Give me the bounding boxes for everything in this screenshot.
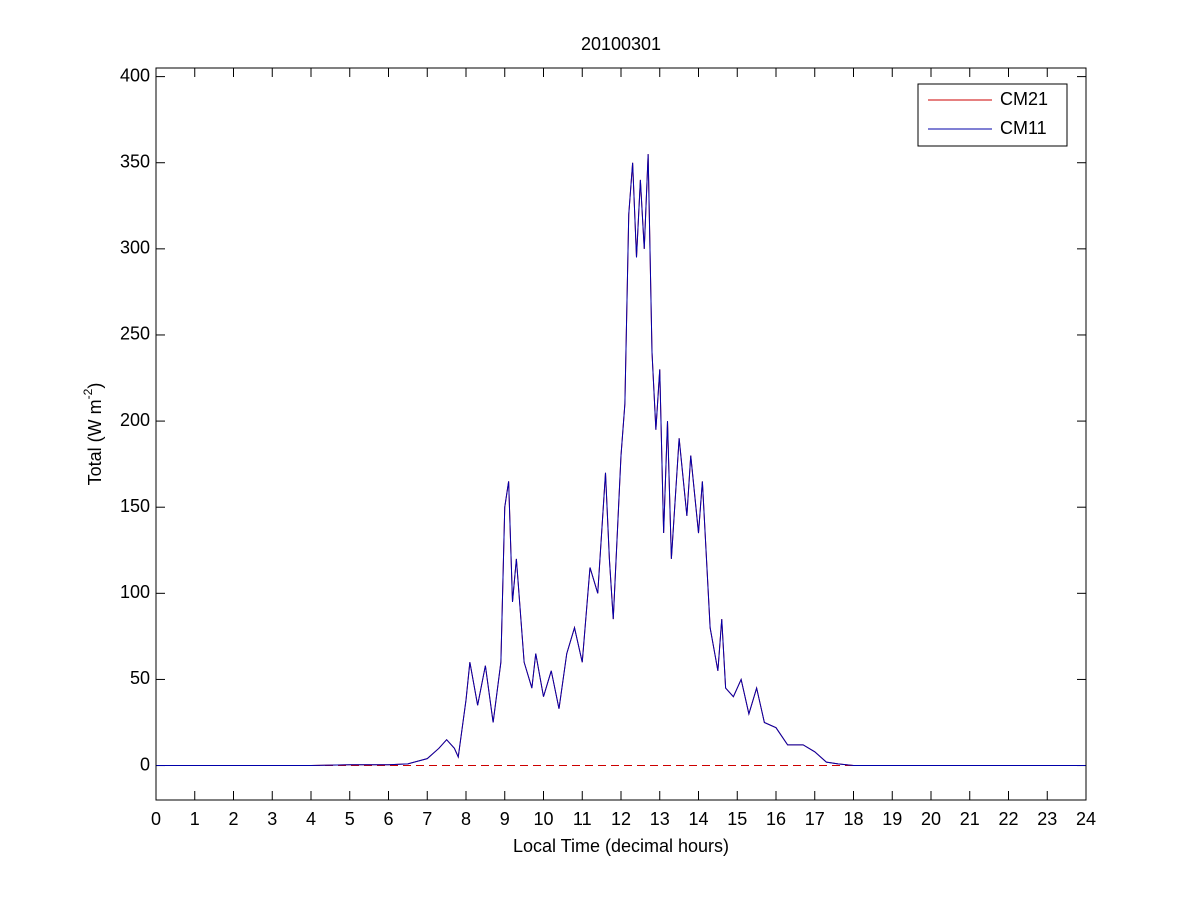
x-tick-label: 9: [500, 809, 510, 829]
x-axis-label: Local Time (decimal hours): [513, 836, 729, 856]
legend-label: CM21: [1000, 89, 1048, 109]
x-tick-label: 11: [573, 809, 592, 829]
x-tick-label: 3: [267, 809, 277, 829]
y-tick-label: 0: [140, 754, 150, 774]
legend-label: CM11: [1000, 118, 1047, 138]
x-tick-label: 22: [998, 809, 1018, 829]
y-axis-label: Total (W m-2): [81, 383, 105, 486]
y-tick-label: 200: [120, 410, 150, 430]
y-tick-label: 400: [120, 65, 150, 85]
legend-box: [917, 83, 1068, 147]
x-tick-label: 10: [533, 809, 553, 829]
x-tick-label: 15: [727, 809, 747, 829]
y-tick-label: 350: [120, 151, 150, 171]
data-line: [156, 154, 1086, 767]
chart-title: 20100301: [581, 34, 661, 54]
x-tick-label: 6: [383, 809, 393, 829]
y-tick-label: 300: [120, 238, 150, 258]
x-tick-label: 7: [422, 809, 432, 829]
x-tick-label: 20: [921, 809, 941, 829]
x-tick-label: 8: [461, 809, 471, 829]
x-tick-label: 21: [960, 809, 980, 829]
y-label-superscript: -2: [81, 388, 95, 399]
x-tick-label: 1: [190, 809, 200, 829]
x-tick-label: 12: [611, 809, 631, 829]
x-tick-label: 19: [882, 809, 902, 829]
y-tick-label: 50: [130, 668, 150, 688]
x-tick-label: 4: [306, 809, 316, 829]
x-tick-label: 24: [1076, 809, 1096, 829]
y-tick-label: 150: [120, 496, 150, 516]
x-tick-label: 13: [650, 809, 670, 829]
x-tick-label: 2: [228, 809, 238, 829]
y-tick-label: 250: [120, 324, 150, 344]
x-tick-label: 5: [345, 809, 355, 829]
y-label-text: ): [85, 383, 105, 389]
y-label-text: Total (W m: [85, 399, 105, 485]
x-tick-label: 23: [1037, 809, 1057, 829]
plot-frame: [155, 67, 1087, 801]
x-tick-label: 17: [805, 809, 825, 829]
x-tick-label: 18: [843, 809, 863, 829]
x-tick-label: 16: [766, 809, 786, 829]
x-tick-label: 0: [151, 809, 161, 829]
y-tick-label: 100: [120, 582, 150, 602]
x-tick-label: 14: [688, 809, 708, 829]
